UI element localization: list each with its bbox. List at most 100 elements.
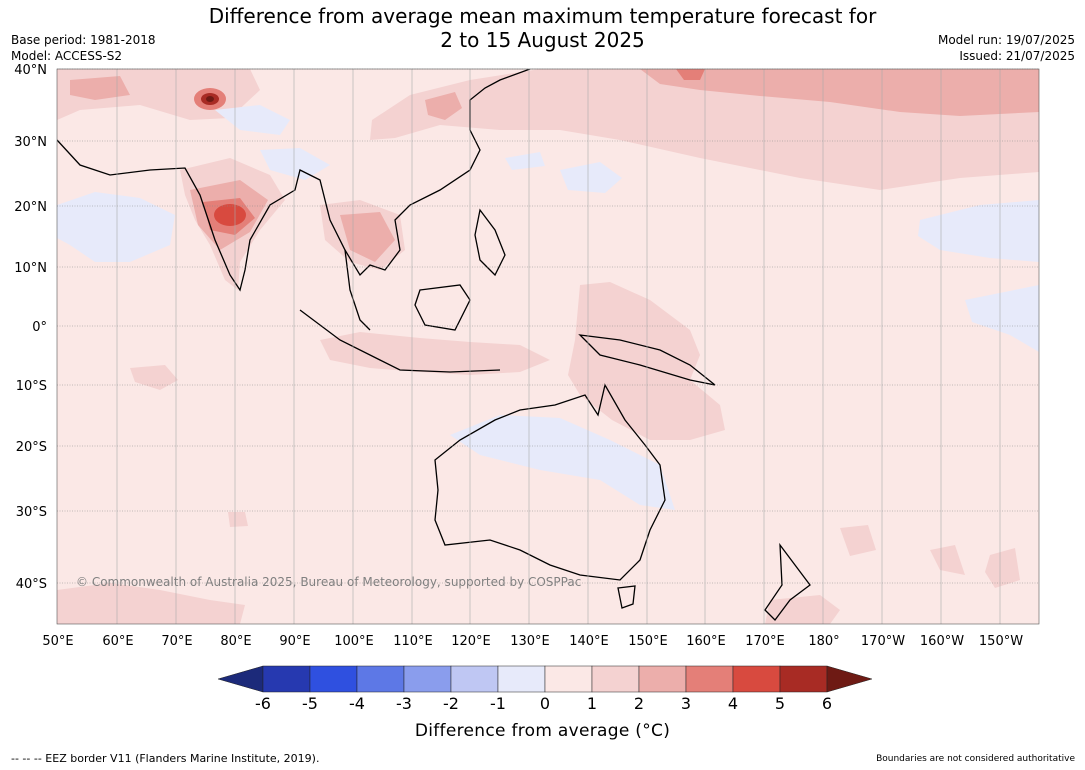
warm-zone-coral-sea	[568, 282, 725, 440]
warm-spot-indian-ocean	[130, 365, 178, 390]
longitude-label: 180°	[808, 634, 839, 649]
sumatra-java-coastline	[299, 309, 501, 373]
colorbar-bin	[403, 665, 452, 693]
longitude-label: 160°W	[920, 634, 964, 649]
cool-zone-equatorial-pacific	[965, 285, 1039, 352]
new-zealand-coastline	[764, 542, 811, 621]
base-period: Base period: 1981-2018	[11, 33, 156, 47]
colorbar-bin	[309, 665, 358, 693]
eez-border-note: -- -- -- EEZ border V11 (Flanders Marine…	[11, 752, 320, 765]
cool-zone-philippine-sea	[560, 162, 622, 193]
latitude-label: 20°S	[16, 440, 47, 455]
longitude-label: 80°E	[220, 634, 251, 649]
colorbar-tick-label: 4	[727, 694, 739, 713]
anomaly-shading	[57, 69, 1039, 624]
boundaries-disclaimer: Boundaries are not considered authoritat…	[876, 754, 1075, 764]
tasmania-coastline	[617, 585, 636, 609]
longitude-label: 60°E	[102, 634, 133, 649]
colorbar-extend-low	[217, 665, 264, 693]
longitude-label: 170°W	[861, 634, 905, 649]
warm-zone-india-core	[214, 204, 246, 226]
longitude-label: 70°E	[161, 634, 192, 649]
cool-zone-australia	[450, 415, 675, 510]
colorbar-tick-label: -5	[302, 694, 318, 713]
colorbar-tick-label: 2	[633, 694, 645, 713]
warm-spot-china	[425, 92, 462, 120]
colorbar-tick-label: 3	[680, 694, 692, 713]
latitude-label: 40°S	[16, 577, 47, 592]
latitude-label: 0°	[32, 320, 47, 335]
meta-right: Model run: 19/07/2025 Issued: 21/07/2025	[938, 32, 1075, 64]
colorbar-bin	[356, 665, 405, 693]
warm-zone-southern-ocean	[57, 583, 245, 624]
warm-spot-south-pacific-east	[985, 548, 1020, 588]
longitude-label: 90°E	[279, 634, 310, 649]
borneo-coastline	[414, 284, 471, 331]
latitude-label: 10°N	[14, 261, 47, 276]
warm-zone-maritime-continent	[320, 332, 550, 375]
colorbar-bin	[497, 665, 546, 693]
meta-left: Base period: 1981-2018 Model: ACCESS-S2	[11, 32, 156, 64]
title-line-2: 2 to 15 August 2025	[440, 28, 645, 52]
colorbar-tick-label: 1	[586, 694, 598, 713]
colorbar-bin	[638, 665, 687, 693]
longitude-label: 170°E	[745, 634, 785, 649]
colorbar-bin	[544, 665, 593, 693]
asia-coastline	[57, 69, 531, 292]
model-run: Model run: 19/07/2025	[937, 33, 1075, 47]
longitude-label: 150°E	[628, 634, 668, 649]
longitude-label: 130°E	[510, 634, 550, 649]
colorbar-bin	[591, 665, 640, 693]
title-line-1: Difference from average mean maximum tem…	[208, 4, 877, 28]
axis-labels: 40°N 30°N 20°N 10°N 0° 10°S 20°S 30°S 40°S 50°E 60…	[14, 63, 1023, 649]
australia-coastline	[434, 383, 666, 581]
colorbar	[217, 665, 873, 693]
latitude-label: 30°N	[14, 135, 47, 150]
longitude-label: 140°E	[569, 634, 609, 649]
warm-spot-pacific	[676, 69, 705, 80]
hot-spot-kashmir-core	[206, 96, 214, 102]
warm-spot-central-asia	[70, 76, 130, 100]
cool-zone-central-pacific	[918, 200, 1039, 262]
colorbar-bin	[262, 665, 311, 693]
longitude-label: 150°W	[979, 634, 1023, 649]
colorbar-tick-label: -6	[255, 694, 271, 713]
issued-date: Issued: 21/07/2025	[959, 49, 1075, 63]
colorbar-bin	[732, 665, 781, 693]
map-frame	[56, 68, 1040, 625]
colorbar-tick-label: -4	[349, 694, 365, 713]
colorbar-bin	[685, 665, 734, 693]
latitude-label: 10°S	[16, 379, 47, 394]
warm-zone-north-pacific-core	[640, 69, 1039, 116]
model-name: Model: ACCESS-S2	[11, 49, 123, 63]
philippines-coastline	[474, 208, 506, 277]
warm-zone-southern-ocean-east	[765, 595, 840, 624]
longitude-label: 110°E	[393, 634, 433, 649]
warm-spot-indian-south	[228, 512, 248, 527]
colorbar-tick-label: 5	[774, 694, 786, 713]
latitude-label: 30°S	[16, 505, 47, 520]
cool-zone-east-china-sea	[505, 152, 545, 170]
cool-zone-arabian-sea	[57, 192, 175, 262]
colorbar-tick-label: 0	[539, 694, 551, 713]
colorbar-title: Difference from average (°C)	[414, 721, 671, 741]
warm-spot-tasman	[840, 525, 876, 556]
map-title: Difference from average mean maximum tem…	[0, 4, 1085, 52]
colorbar-tick-label: -1	[490, 694, 506, 713]
colorbar-bin	[450, 665, 499, 693]
longitude-label: 100°E	[334, 634, 374, 649]
colorbar-tick-label: -3	[396, 694, 412, 713]
coastlines	[57, 69, 811, 621]
latitude-label: 40°N	[14, 63, 47, 78]
cool-zone-bengal	[260, 148, 330, 180]
colorbar-extend-high	[826, 665, 873, 693]
colorbar-tick-label: -2	[443, 694, 459, 713]
warm-spot-south-pacific	[930, 545, 965, 575]
copyright-notice: © Commonwealth of Australia 2025, Bureau…	[76, 575, 581, 589]
colorbar-tick-label: 6	[821, 694, 833, 713]
cool-zone-tibet	[215, 105, 290, 135]
latitude-label: 20°N	[14, 200, 47, 215]
warm-zone-indochina-core	[340, 212, 395, 262]
longitude-label: 50°E	[42, 634, 73, 649]
malay-peninsula-coastline	[344, 249, 371, 331]
